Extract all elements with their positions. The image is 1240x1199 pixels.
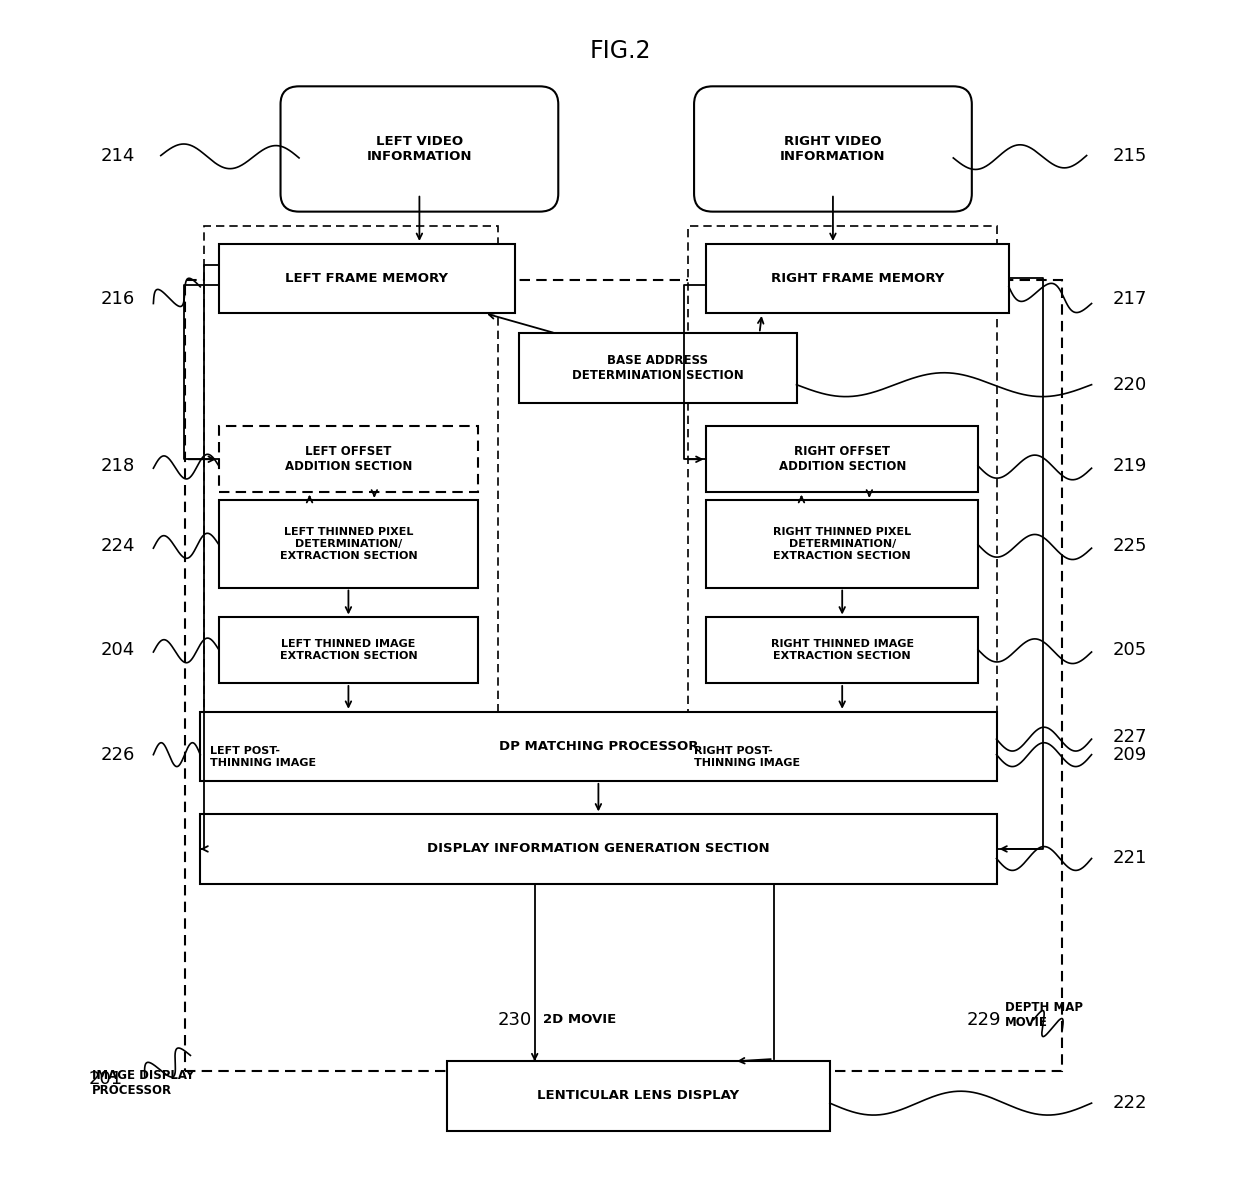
Text: 209: 209: [1112, 746, 1147, 764]
Text: LEFT VIDEO
INFORMATION: LEFT VIDEO INFORMATION: [367, 135, 472, 163]
Text: 217: 217: [1112, 290, 1147, 308]
FancyBboxPatch shape: [707, 243, 1009, 313]
Text: LEFT POST-
THINNING IMAGE: LEFT POST- THINNING IMAGE: [210, 746, 316, 767]
Text: 214: 214: [100, 146, 135, 164]
Text: 220: 220: [1112, 375, 1147, 393]
Text: 216: 216: [100, 290, 135, 308]
Text: 221: 221: [1112, 849, 1147, 868]
Text: 2D MOVIE: 2D MOVIE: [543, 1013, 616, 1026]
Text: 222: 222: [1112, 1095, 1147, 1113]
Text: BASE ADDRESS
DETERMINATION SECTION: BASE ADDRESS DETERMINATION SECTION: [572, 354, 744, 382]
Text: RIGHT THINNED PIXEL
DETERMINATION/
EXTRACTION SECTION: RIGHT THINNED PIXEL DETERMINATION/ EXTRA…: [773, 528, 911, 561]
FancyBboxPatch shape: [201, 814, 997, 884]
FancyBboxPatch shape: [688, 225, 997, 725]
Text: LENTICULAR LENS DISPLAY: LENTICULAR LENS DISPLAY: [537, 1090, 739, 1102]
Text: RIGHT VIDEO
INFORMATION: RIGHT VIDEO INFORMATION: [780, 135, 885, 163]
Text: RIGHT THINNED IMAGE
EXTRACTION SECTION: RIGHT THINNED IMAGE EXTRACTION SECTION: [770, 639, 914, 661]
Text: DP MATCHING PROCESSOR: DP MATCHING PROCESSOR: [498, 740, 698, 753]
FancyBboxPatch shape: [707, 427, 978, 492]
Text: 230: 230: [498, 1011, 532, 1029]
Text: 226: 226: [100, 746, 135, 764]
Text: LEFT THINNED PIXEL
DETERMINATION/
EXTRACTION SECTION: LEFT THINNED PIXEL DETERMINATION/ EXTRAC…: [279, 528, 417, 561]
Text: FIG.2: FIG.2: [589, 38, 651, 62]
FancyBboxPatch shape: [218, 243, 515, 313]
FancyBboxPatch shape: [707, 617, 978, 683]
Text: DEPTH MAP
MOVIE: DEPTH MAP MOVIE: [1006, 1001, 1084, 1029]
Text: IMAGE DISPLAY
PROCESSOR: IMAGE DISPLAY PROCESSOR: [92, 1068, 193, 1097]
FancyBboxPatch shape: [518, 333, 796, 403]
FancyBboxPatch shape: [707, 500, 978, 588]
FancyBboxPatch shape: [694, 86, 972, 212]
Text: 205: 205: [1112, 640, 1147, 658]
Text: 215: 215: [1112, 146, 1147, 164]
Text: 218: 218: [100, 457, 135, 475]
Text: RIGHT OFFSET
ADDITION SECTION: RIGHT OFFSET ADDITION SECTION: [779, 445, 906, 474]
FancyBboxPatch shape: [186, 279, 1061, 1071]
Text: 201: 201: [88, 1071, 123, 1089]
Text: 227: 227: [1112, 728, 1147, 746]
FancyBboxPatch shape: [205, 225, 497, 725]
FancyBboxPatch shape: [201, 712, 997, 781]
Text: LEFT FRAME MEMORY: LEFT FRAME MEMORY: [285, 272, 449, 285]
Text: 229: 229: [967, 1011, 1002, 1029]
FancyBboxPatch shape: [218, 617, 479, 683]
FancyBboxPatch shape: [218, 427, 479, 492]
Text: DISPLAY INFORMATION GENERATION SECTION: DISPLAY INFORMATION GENERATION SECTION: [427, 843, 770, 855]
Text: RIGHT FRAME MEMORY: RIGHT FRAME MEMORY: [771, 272, 945, 285]
FancyBboxPatch shape: [448, 1061, 830, 1131]
Text: LEFT OFFSET
ADDITION SECTION: LEFT OFFSET ADDITION SECTION: [285, 445, 412, 474]
Text: 219: 219: [1112, 457, 1147, 475]
Text: 225: 225: [1112, 537, 1147, 555]
Text: 224: 224: [100, 537, 135, 555]
Text: LEFT THINNED IMAGE
EXTRACTION SECTION: LEFT THINNED IMAGE EXTRACTION SECTION: [279, 639, 417, 661]
Text: 204: 204: [100, 640, 135, 658]
Text: RIGHT POST-
THINNING IMAGE: RIGHT POST- THINNING IMAGE: [694, 746, 800, 767]
FancyBboxPatch shape: [280, 86, 558, 212]
FancyBboxPatch shape: [218, 500, 479, 588]
